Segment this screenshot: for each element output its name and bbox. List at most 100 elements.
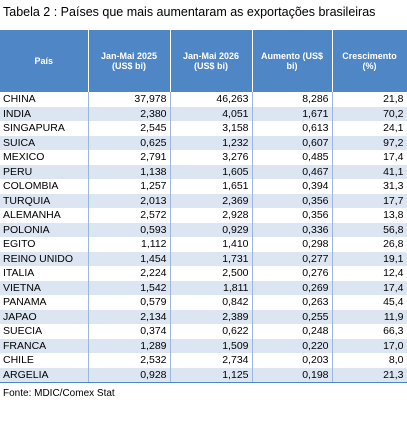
value-cell: 8,0 xyxy=(332,353,407,368)
value-cell: 0,203 xyxy=(252,353,333,368)
value-cell: 19,1 xyxy=(332,251,407,266)
value-cell: 0,198 xyxy=(252,367,333,383)
table-row: MEXICO 2,791 3,276 0,485 17,4 xyxy=(0,150,407,165)
value-cell: 0,356 xyxy=(252,208,333,223)
value-cell: 0,374 xyxy=(88,324,171,339)
value-cell: 17,7 xyxy=(332,193,407,208)
column-header: Jan-Mai 2025 (US$ bi) xyxy=(88,30,171,92)
country-cell: MEXICO xyxy=(0,150,89,165)
table-title: Tabela 2 : Países que mais aumentaram as… xyxy=(3,5,376,19)
value-cell: 0,467 xyxy=(252,164,333,179)
country-cell: SUICA xyxy=(0,135,89,150)
value-cell: 11,9 xyxy=(332,309,407,324)
value-cell: 0,579 xyxy=(88,295,171,310)
value-cell: 2,791 xyxy=(88,150,171,165)
value-cell: 1,232 xyxy=(170,135,253,150)
value-cell: 1,509 xyxy=(170,338,253,353)
value-cell: 0,277 xyxy=(252,251,333,266)
country-cell: ALEMANHA xyxy=(0,208,89,223)
table-row: POLONIA 0,593 0,929 0,336 56,8 xyxy=(0,222,407,237)
value-cell: 17,4 xyxy=(332,150,407,165)
country-cell: SINGAPURA xyxy=(0,121,89,136)
value-cell: 0,248 xyxy=(252,324,333,339)
value-cell: 2,500 xyxy=(170,266,253,281)
value-cell: 0,929 xyxy=(170,222,253,237)
value-cell: 2,013 xyxy=(88,193,171,208)
value-cell: 2,545 xyxy=(88,121,171,136)
source-note: Fonte: MDIC/Comex Stat xyxy=(3,388,115,399)
column-header: Crescimento (%) xyxy=(332,30,407,92)
country-cell: VIETNA xyxy=(0,280,89,295)
country-cell: REINO UNIDO xyxy=(0,251,89,266)
column-header: País xyxy=(0,30,89,92)
value-cell: 0,263 xyxy=(252,295,333,310)
column-header: Jan-Mai 2026 (US$ bi) xyxy=(170,30,253,92)
value-cell: 1,257 xyxy=(88,179,171,194)
value-cell: 56,8 xyxy=(332,222,407,237)
value-cell: 12,4 xyxy=(332,266,407,281)
table-row: PERU 1,138 1,605 0,467 41,1 xyxy=(0,164,407,179)
value-cell: 0,622 xyxy=(170,324,253,339)
table-row: PANAMA 0,579 0,842 0,263 45,4 xyxy=(0,295,407,310)
table-row: ALEMANHA 2,572 2,928 0,356 13,8 xyxy=(0,208,407,223)
table-row: SINGAPURA 2,545 3,158 0,613 24,1 xyxy=(0,121,407,136)
value-cell: 0,298 xyxy=(252,237,333,252)
value-cell: 1,138 xyxy=(88,164,171,179)
value-cell: 2,380 xyxy=(88,106,171,121)
value-cell: 1,125 xyxy=(170,367,253,383)
value-cell: 2,572 xyxy=(88,208,171,223)
value-cell: 2,224 xyxy=(88,266,171,281)
value-cell: 45,4 xyxy=(332,295,407,310)
value-cell: 1,811 xyxy=(170,280,253,295)
value-cell: 1,112 xyxy=(88,237,171,252)
country-cell: CHILE xyxy=(0,353,89,368)
value-cell: 2,734 xyxy=(170,353,253,368)
value-cell: 1,651 xyxy=(170,179,253,194)
value-cell: 0,842 xyxy=(170,295,253,310)
country-cell: INDIA xyxy=(0,106,89,121)
value-cell: 2,532 xyxy=(88,353,171,368)
value-cell: 0,928 xyxy=(88,367,171,383)
value-cell: 46,263 xyxy=(170,92,253,107)
column-header: Aumento (US$ bi) xyxy=(252,30,333,92)
value-cell: 66,3 xyxy=(332,324,407,339)
value-cell: 0,220 xyxy=(252,338,333,353)
table-row: VIETNA 1,542 1,811 0,269 17,4 xyxy=(0,280,407,295)
table-row: TURQUIA 2,013 2,369 0,356 17,7 xyxy=(0,193,407,208)
value-cell: 0,607 xyxy=(252,135,333,150)
value-cell: 24,1 xyxy=(332,121,407,136)
table-body: CHINA 37,978 46,263 8,286 21,8 INDIA 2,380 4,05… xyxy=(0,92,407,383)
value-cell: 21,8 xyxy=(332,92,407,107)
header-row: País Jan-Mai 2025 (US$ bi) Jan-Mai 2026 (U… xyxy=(0,30,407,92)
value-cell: 21,3 xyxy=(332,367,407,383)
table-row: FRANCA 1,289 1,509 0,220 17,0 xyxy=(0,338,407,353)
country-cell: SUECIA xyxy=(0,324,89,339)
data-table: País Jan-Mai 2025 (US$ bi) Jan-Mai 2026 (U… xyxy=(0,30,407,383)
value-cell: 8,286 xyxy=(252,92,333,107)
value-cell: 37,978 xyxy=(88,92,171,107)
value-cell: 1,410 xyxy=(170,237,253,252)
table-row: CHILE 2,532 2,734 0,203 8,0 xyxy=(0,353,407,368)
value-cell: 0,336 xyxy=(252,222,333,237)
table-row: ARGELIA 0,928 1,125 0,198 21,3 xyxy=(0,367,407,383)
value-cell: 1,454 xyxy=(88,251,171,266)
value-cell: 26,8 xyxy=(332,237,407,252)
country-cell: PERU xyxy=(0,164,89,179)
table-row: ITALIA 2,224 2,500 0,276 12,4 xyxy=(0,266,407,281)
table-row: SUECIA 0,374 0,622 0,248 66,3 xyxy=(0,324,407,339)
value-cell: 1,605 xyxy=(170,164,253,179)
table-row: JAPAO 2,134 2,389 0,255 11,9 xyxy=(0,309,407,324)
value-cell: 0,394 xyxy=(252,179,333,194)
value-cell: 70,2 xyxy=(332,106,407,121)
value-cell: 4,051 xyxy=(170,106,253,121)
country-cell: ITALIA xyxy=(0,266,89,281)
value-cell: 0,485 xyxy=(252,150,333,165)
country-cell: PANAMA xyxy=(0,295,89,310)
value-cell: 1,542 xyxy=(88,280,171,295)
country-cell: FRANCA xyxy=(0,338,89,353)
value-cell: 0,613 xyxy=(252,121,333,136)
value-cell: 0,269 xyxy=(252,280,333,295)
country-cell: TURQUIA xyxy=(0,193,89,208)
table-row: EGITO 1,112 1,410 0,298 26,8 xyxy=(0,237,407,252)
